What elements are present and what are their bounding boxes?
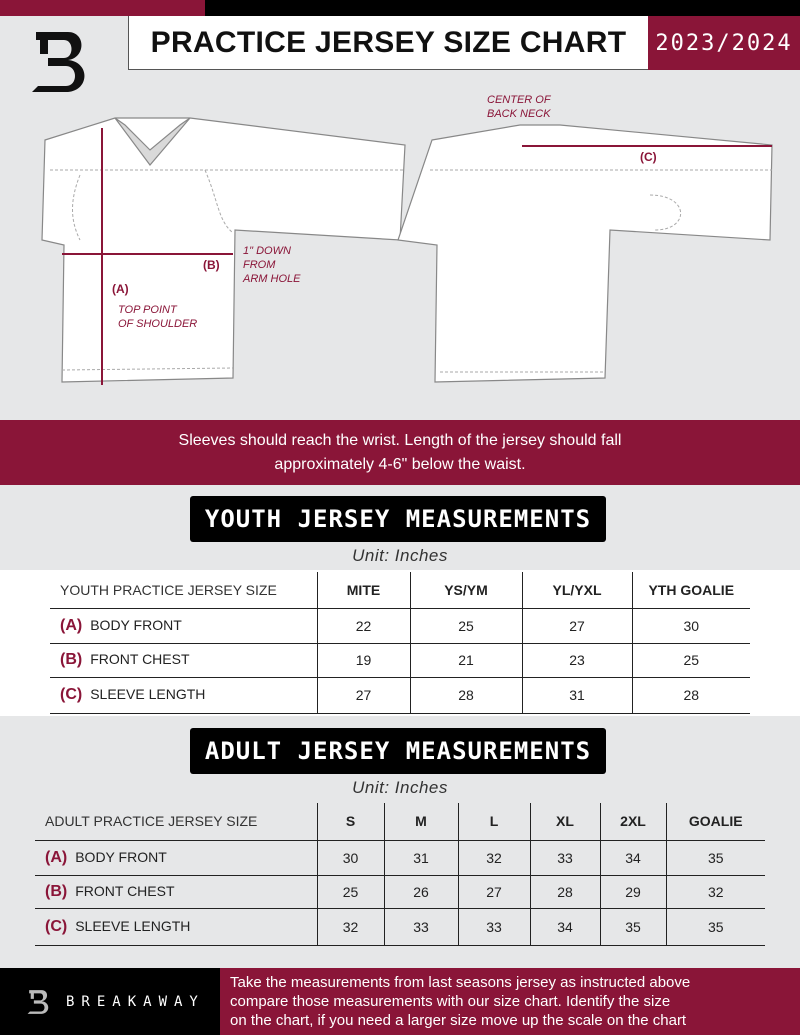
youth-header-label: YOUTH PRACTICE JERSEY SIZE (50, 572, 317, 609)
note-c-line: BACK NECK (487, 108, 551, 120)
size-header: YS/YM (409, 572, 522, 609)
cell: 35 (599, 908, 666, 946)
cell: 35 (665, 908, 765, 946)
cell: 19 (316, 643, 410, 678)
footer-line: on the chart, if you need a larger size … (230, 1012, 687, 1029)
cell: 26 (383, 875, 458, 909)
table-row: (C) SLEEVE LENGTH 32 33 33 34 35 35 (35, 908, 765, 946)
top-black-bar (205, 0, 800, 16)
table-row: (A) BODY FRONT 30 31 32 33 34 35 (35, 840, 765, 876)
cell: 25 (409, 608, 522, 644)
youth-unit: Unit: Inches (352, 546, 448, 565)
page-title: PRACTICE JERSEY SIZE CHART (128, 16, 648, 70)
cell: 23 (521, 643, 632, 678)
size-header: YTH GOALIE (631, 572, 750, 609)
cell: 31 (521, 677, 632, 714)
row-code: (A) (60, 616, 83, 634)
adult-header-label: ADULT PRACTICE JERSEY SIZE (35, 803, 317, 841)
row-code: (A) (45, 848, 68, 866)
row-code: (C) (45, 917, 68, 935)
row-name: SLEEVE LENGTH (75, 917, 191, 934)
cell: 30 (316, 840, 384, 876)
cell: 27 (316, 677, 410, 714)
footer-instructions: Take the measurements from last seasons … (220, 968, 800, 1035)
instructions-band: Sleeves should reach the wrist. Length o… (0, 420, 800, 485)
cell: 28 (409, 677, 522, 714)
table-row: (B) FRONT CHEST 25 26 27 28 29 32 (35, 875, 765, 909)
size-header: M (383, 803, 458, 841)
cell: 25 (316, 875, 384, 909)
note-b-line: 1" DOWN (243, 245, 291, 257)
youth-size-table: YOUTH PRACTICE JERSEY SIZE MITE YS/YM YL… (50, 572, 750, 714)
size-header: XL (529, 803, 600, 841)
adult-unit: Unit: Inches (352, 778, 448, 797)
note-c-line: CENTER OF (487, 94, 551, 106)
row-name: BODY FRONT (90, 616, 182, 633)
row-code: (C) (60, 686, 83, 703)
cell: 27 (521, 608, 632, 644)
cell: 22 (316, 608, 410, 644)
table-row: (A) BODY FRONT 22 25 27 30 (50, 608, 750, 644)
size-header: MITE (316, 572, 410, 609)
cell: 33 (529, 840, 600, 876)
adult-size-table: ADULT PRACTICE JERSEY SIZE S M L XL 2XL … (35, 803, 765, 946)
adult-section-title: ADULT JERSEY MEASUREMENTS (190, 728, 606, 774)
brand-name: BREAKAWAY (66, 993, 205, 1010)
breakaway-logo (32, 32, 85, 92)
jersey-diagram (41, 117, 773, 385)
top-accent-bar (0, 0, 205, 16)
row-name: BODY FRONT (75, 848, 167, 865)
label-b: (B) (203, 258, 220, 272)
cell: 35 (665, 840, 765, 876)
instructions-line: Sleeves should reach the wrist. Length o… (178, 432, 622, 449)
label-a: (A) (112, 282, 129, 296)
youth-section-title: YOUTH JERSEY MEASUREMENTS (190, 496, 606, 542)
row-name: FRONT CHEST (90, 651, 190, 667)
cell: 28 (529, 875, 600, 909)
note-a-line: OF SHOULDER (118, 318, 198, 330)
row-code: (B) (45, 882, 68, 900)
cell: 33 (457, 908, 530, 946)
size-header: YL/YXL (521, 572, 632, 609)
row-code: (B) (60, 651, 83, 668)
note-b-line: FROM (243, 259, 276, 271)
instructions-line: approximately 4-6" below the waist. (274, 456, 526, 473)
row-name: FRONT CHEST (75, 882, 175, 899)
cell: 33 (383, 908, 458, 946)
size-header: L (457, 803, 530, 841)
cell: 34 (599, 840, 666, 876)
table-header-row: YOUTH PRACTICE JERSEY SIZE MITE YS/YM YL… (50, 572, 750, 609)
cell: 28 (631, 677, 750, 714)
size-header: GOALIE (665, 803, 765, 841)
row-name: SLEEVE LENGTH (90, 686, 206, 702)
note-b-line: ARM HOLE (243, 273, 301, 285)
cell: 30 (631, 608, 750, 644)
cell: 34 (529, 908, 600, 946)
footer-line: Take the measurements from last seasons … (230, 974, 691, 991)
table-row: (B) FRONT CHEST 19 21 23 25 (50, 643, 750, 678)
footer-brand: BREAKAWAY (0, 968, 220, 1035)
cell: 27 (457, 875, 530, 909)
size-header: S (316, 803, 384, 841)
breakaway-logo-small (27, 989, 49, 1014)
table-header-row: ADULT PRACTICE JERSEY SIZE S M L XL 2XL … (35, 803, 765, 841)
table-row: (C) SLEEVE LENGTH 27 28 31 28 (50, 677, 750, 714)
season-badge: 2023/2024 (648, 16, 800, 70)
cell: 29 (599, 875, 666, 909)
cell: 25 (631, 643, 750, 678)
cell: 21 (409, 643, 522, 678)
footer-line: compare those measurements with our size… (230, 993, 671, 1010)
cell: 32 (457, 840, 530, 876)
label-c: (C) (640, 150, 657, 164)
cell: 32 (665, 875, 765, 909)
size-header: 2XL (599, 803, 666, 841)
cell: 32 (316, 908, 384, 946)
cell: 31 (383, 840, 458, 876)
note-a-line: TOP POINT (118, 304, 177, 316)
